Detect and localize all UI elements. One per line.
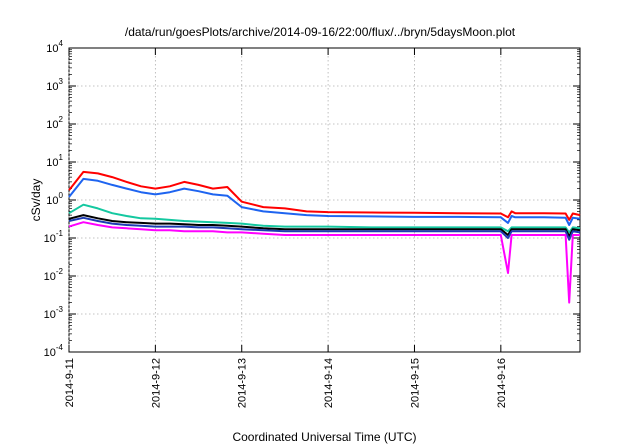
y-tick-label: 10-2 [44, 267, 64, 283]
y-tick-base: 10 [46, 119, 58, 131]
y-tick-base: 10 [44, 271, 56, 283]
y-tick-base: 10 [44, 347, 56, 359]
series-line-1 [68, 170, 581, 221]
y-tick-exponent: -1 [56, 229, 64, 238]
x-tick-label: 2014-9-13 [237, 358, 249, 408]
y-tick-exponent: -2 [56, 267, 64, 276]
y-tick-exponent: -3 [56, 305, 64, 314]
y-tick-base: 10 [46, 195, 58, 207]
y-tick-exponent: 0 [59, 191, 64, 200]
x-tick-label: 2014-9-16 [496, 358, 508, 408]
series-line-2 [68, 177, 581, 226]
gridlines [68, 48, 580, 352]
y-tick-exponent: -4 [56, 343, 64, 352]
axis-ticks [68, 47, 580, 353]
y-tick-label: 10-4 [44, 343, 64, 359]
y-tick-label: 103 [46, 77, 63, 93]
x-tick-label: 2014-9-12 [150, 358, 162, 408]
y-tick-label: 10-1 [44, 229, 64, 245]
y-tick-base: 10 [46, 81, 58, 93]
y-tick-base: 10 [44, 309, 56, 321]
y-axis-label: cSv/day [29, 179, 43, 222]
series-line-5 [68, 216, 581, 241]
y-tick-base: 10 [46, 157, 58, 169]
y-tick-label: 102 [46, 115, 63, 131]
y-tick-label: 100 [46, 191, 63, 207]
y-tick-exponent: 1 [59, 153, 64, 162]
x-tick-label: 2014-9-15 [409, 358, 421, 408]
y-tick-label: 101 [46, 153, 63, 169]
y-tick-label: 10-3 [44, 305, 64, 321]
series-line-3 [68, 203, 581, 234]
x-tick-labels: 2014-9-11 2014-9-12 2014-9-13 2014-9-14 2014… [64, 358, 508, 408]
series-line-4 [68, 214, 581, 238]
x-axis-label: Coordinated Universal Time (UTC) [232, 430, 416, 444]
y-tick-exponent: 4 [59, 39, 64, 48]
y-tick-exponent: 3 [59, 77, 64, 86]
x-tick-label: 2014-9-11 [64, 358, 76, 407]
y-tick-base: 10 [44, 233, 56, 245]
x-tick-label: 2014-9-14 [323, 358, 335, 408]
series-lines [68, 170, 581, 304]
y-tick-base: 10 [46, 43, 58, 55]
chart-title: /data/run/goesPlots/archive/2014-09-16/2… [125, 25, 516, 39]
y-tick-exponent: 2 [59, 115, 64, 124]
series-line-6 [68, 221, 580, 304]
y-tick-label: 104 [46, 39, 63, 55]
